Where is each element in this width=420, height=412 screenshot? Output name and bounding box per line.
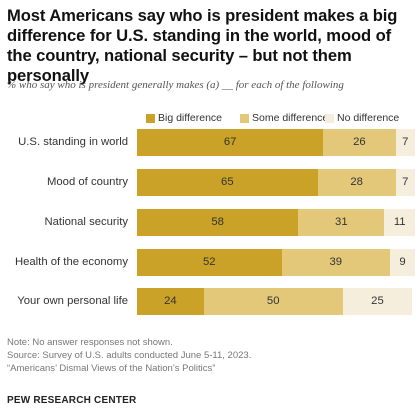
data-label: 50 xyxy=(266,295,280,307)
chart-subtitle: % who say who is president generally mak… xyxy=(7,79,344,91)
bar-segment-no-difference xyxy=(389,249,415,276)
category-label: Mood of country xyxy=(46,176,128,188)
report-title-text: “Americans’ Dismal Views of the Nation’s… xyxy=(7,363,216,374)
legend-label-no-difference: No difference xyxy=(337,112,400,124)
category-label: Health of the economy xyxy=(14,256,128,268)
bar-segment-some-difference xyxy=(281,249,390,276)
data-label: 67 xyxy=(223,136,237,148)
legend-swatch-some-difference xyxy=(240,114,249,123)
bar-segment-big-difference xyxy=(137,249,282,276)
data-label: 11 xyxy=(393,216,406,228)
bar-segment-no-difference xyxy=(395,129,415,156)
data-label: 9 xyxy=(399,256,406,268)
legend-swatch-no-difference xyxy=(325,114,334,123)
bar-segment-big-difference xyxy=(137,209,299,236)
bar-segment-some-difference xyxy=(203,288,343,315)
data-label: 7 xyxy=(402,176,409,188)
data-label: 26 xyxy=(353,136,366,148)
note-text: Note: No answer responses not shown. xyxy=(7,337,173,348)
bar-segment-some-difference xyxy=(317,169,396,196)
legend-swatch-big-difference xyxy=(146,114,155,123)
bar-segment-some-difference xyxy=(298,209,385,236)
category-label: U.S. standing in world xyxy=(18,136,128,148)
chart-title: Most Americans say who is president make… xyxy=(7,6,398,85)
bar-segment-no-difference xyxy=(384,209,415,236)
bar-segment-big-difference xyxy=(137,288,204,315)
category-label: National security xyxy=(44,216,128,228)
data-label: 65 xyxy=(221,176,234,188)
bar-segment-big-difference xyxy=(137,169,318,196)
source-text: Source: Survey of U.S. adults conducted … xyxy=(7,350,252,361)
brand-logo-text: PEW RESEARCH CENTER xyxy=(7,395,137,406)
bar-segment-big-difference xyxy=(137,129,324,156)
data-label: 7 xyxy=(402,136,409,148)
data-label: 31 xyxy=(335,216,348,228)
bar-segment-some-difference xyxy=(323,129,396,156)
legend-label-big-difference: Big difference xyxy=(158,112,223,124)
category-label: Your own personal life xyxy=(17,295,128,307)
legend-label-some-difference: Some difference xyxy=(252,112,329,124)
bar-segment-no-difference xyxy=(395,169,415,196)
data-label: 24 xyxy=(164,295,177,307)
bar-segment-no-difference xyxy=(342,288,413,315)
data-label: 39 xyxy=(329,256,343,268)
data-label: 52 xyxy=(202,256,216,268)
data-label: 25 xyxy=(371,295,384,307)
data-label: 28 xyxy=(350,176,363,188)
data-label: 58 xyxy=(211,216,224,228)
